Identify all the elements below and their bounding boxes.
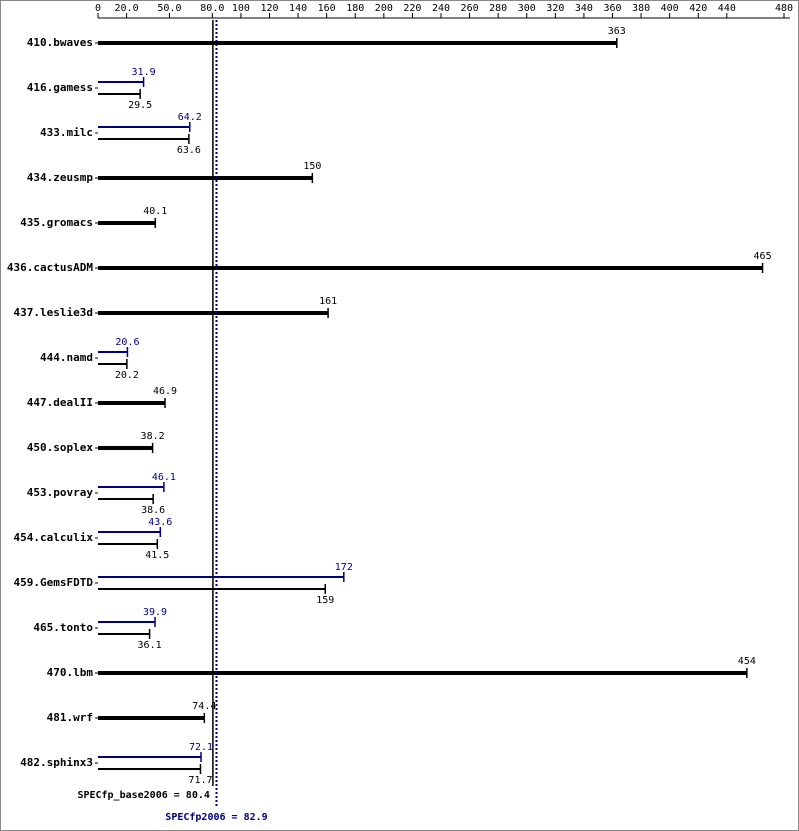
x-tick-label: 320 [546, 3, 564, 14]
bar [98, 446, 153, 450]
x-tick-label: 160 [318, 3, 336, 14]
bar [98, 351, 128, 353]
bar [98, 621, 156, 623]
category-label: 459.GemsFDTD [14, 576, 94, 589]
bar [98, 588, 326, 590]
x-tick-label: 140 [289, 3, 307, 14]
x-tick-label: 0 [95, 3, 101, 14]
value-label: 74.4 [192, 701, 216, 712]
category-label: 482.sphinx3 [20, 756, 93, 769]
category-label: 470.lbm [47, 666, 94, 679]
category-label: 433.milc [40, 126, 93, 139]
value-label: 64.2 [178, 112, 202, 123]
value-label: 36.1 [138, 640, 162, 651]
category-label: 410.bwaves [27, 36, 93, 49]
value-label: 38.6 [141, 505, 165, 516]
x-tick-label: 340 [575, 3, 593, 14]
value-label: 63.6 [177, 145, 201, 156]
value-label: 454 [738, 656, 756, 667]
category-label: 416.gamess [27, 81, 93, 94]
x-tick-label: 380 [632, 3, 650, 14]
category-label: 437.leslie3d [14, 306, 93, 319]
value-label: 150 [303, 161, 321, 172]
bar [98, 756, 202, 758]
value-label: 46.9 [153, 386, 177, 397]
bar [98, 221, 156, 225]
x-tick-label: 80.0 [200, 3, 224, 14]
x-tick-label: 480 [775, 3, 793, 14]
bar [98, 41, 617, 45]
value-label: 72.1 [189, 742, 213, 753]
category-label: 454.calculix [14, 531, 94, 544]
reference-label: SPECfp2006 = 82.9 [165, 812, 267, 823]
x-tick-label: 300 [518, 3, 536, 14]
category-label: 481.wrf [47, 711, 93, 724]
bar [98, 486, 164, 488]
bar [98, 671, 747, 675]
bar [98, 266, 763, 270]
x-tick-label: 260 [461, 3, 479, 14]
x-tick-label: 50.0 [157, 3, 181, 14]
x-tick-label: 180 [346, 3, 364, 14]
x-tick-label: 280 [489, 3, 507, 14]
bar [98, 138, 189, 140]
category-label: 434.zeusmp [27, 171, 94, 184]
x-tick-label: 220 [403, 3, 421, 14]
x-tick-label: 200 [375, 3, 393, 14]
bar [98, 543, 158, 545]
bar [98, 363, 127, 365]
x-tick-label: 100 [232, 3, 250, 14]
bar [98, 81, 144, 83]
bar [98, 531, 161, 533]
bar [98, 716, 205, 720]
value-label: 38.2 [141, 431, 165, 442]
bar [98, 633, 150, 635]
value-label: 363 [608, 26, 626, 37]
value-label: 159 [316, 595, 334, 606]
bar [98, 498, 154, 500]
x-tick-label: 360 [603, 3, 621, 14]
value-label: 465 [754, 251, 772, 262]
value-label: 40.1 [143, 206, 167, 217]
bar [98, 576, 344, 578]
bar [98, 126, 190, 128]
value-label: 31.9 [132, 67, 156, 78]
value-label: 43.6 [148, 517, 172, 528]
x-tick-label: 440 [718, 3, 736, 14]
category-label: 450.soplex [27, 441, 94, 454]
bar [98, 768, 201, 770]
category-label: 465.tonto [33, 621, 93, 634]
value-label: 20.6 [115, 337, 139, 348]
category-label: 447.dealII [27, 396, 93, 409]
bar [98, 93, 141, 95]
value-label: 39.9 [143, 607, 167, 618]
category-label: 435.gromacs [20, 216, 93, 229]
value-label: 71.7 [188, 775, 212, 786]
category-label: 453.povray [27, 486, 94, 499]
x-tick-label: 120 [260, 3, 278, 14]
bar [98, 176, 313, 180]
bar [98, 401, 166, 405]
reference-label: SPECfp_base2006 = 80.4 [77, 790, 209, 801]
x-tick-label: 420 [689, 3, 707, 14]
x-tick-label: 400 [661, 3, 679, 14]
x-tick-label: 240 [432, 3, 450, 14]
value-label: 29.5 [128, 100, 152, 111]
value-label: 46.1 [152, 472, 176, 483]
value-label: 41.5 [145, 550, 169, 561]
value-label: 161 [319, 296, 337, 307]
x-tick-label: 20.0 [115, 3, 139, 14]
value-label: 20.2 [115, 370, 139, 381]
category-label: 444.namd [40, 351, 93, 364]
value-label: 172 [335, 562, 353, 573]
category-label: 436.cactusADM [7, 261, 93, 274]
